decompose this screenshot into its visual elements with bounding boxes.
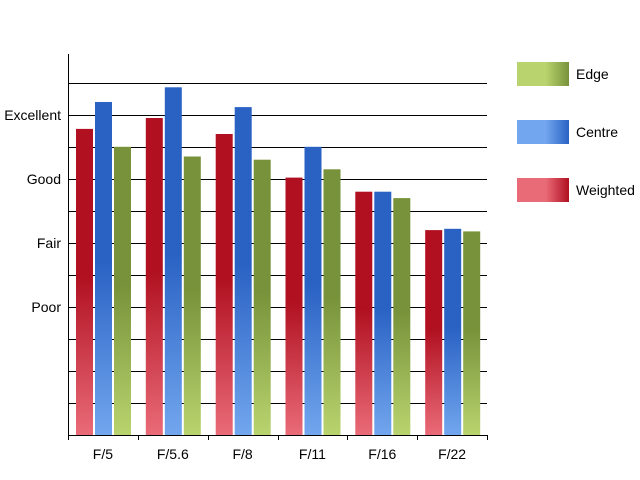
bar-centre-F/5.6 [164,87,182,436]
bar-edge-F/8 [253,159,271,435]
axes [68,54,488,440]
legend-label-edge: Edge [576,66,609,82]
bar-centre-F/22 [444,228,462,435]
bar-weighted-F/8 [215,134,233,435]
bar-weighted-F/5 [76,128,93,435]
x-tick-label: F/5 [93,446,113,462]
grid-lines [68,83,487,404]
legend-swatch-centre [517,120,569,144]
x-tick-labels: F/5 F/5.6 F/8 F/11 F/16 F/22 [93,446,467,462]
legend-label-centre: Centre [576,124,618,140]
bar-centre-F/16 [374,191,392,435]
bar-centre-F/11 [304,146,322,436]
x-tick-label: F/16 [368,446,396,462]
x-tick-label: F/11 [299,446,326,462]
y-tick-label: Excellent [4,107,61,123]
bar-edge-F/22 [463,231,481,435]
legend: Edge Centre Weighted [517,62,635,202]
bar-weighted-F/22 [425,230,443,435]
legend-swatch-weighted [517,178,569,202]
bar-weighted-F/5.6 [145,118,163,435]
bar-weighted-F/11 [285,177,303,435]
y-tick-label: Fair [37,235,61,251]
bar-edge-F/16 [393,198,411,435]
bars [76,87,481,436]
bar-edge-F/11 [323,169,341,436]
legend-swatch-edge [517,62,569,86]
bar-weighted-F/16 [355,191,373,435]
x-tick-label: F/22 [438,446,466,462]
bar-centre-F/8 [234,107,252,435]
bar-edge-F/5 [114,146,131,436]
bar-edge-F/5.6 [183,156,201,435]
y-tick-labels: Poor Fair Good Excellent [4,107,61,315]
x-tick-label: F/5.6 [157,446,189,462]
y-tick-label: Poor [31,299,61,315]
legend-label-weighted: Weighted [576,182,635,198]
y-tick-label: Good [27,171,61,187]
x-tick-label: F/8 [232,446,252,462]
bar-centre-F/5 [95,102,112,435]
